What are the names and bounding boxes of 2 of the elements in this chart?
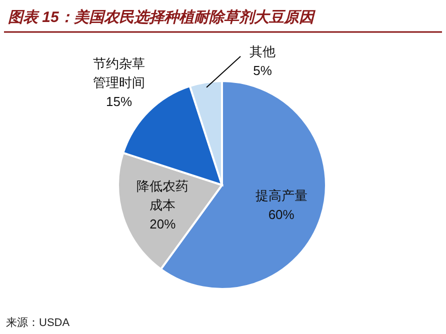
source-note: 来源：USDA bbox=[6, 316, 70, 329]
title: 图表 15：美国农民选择种植耐除草剂大豆原因 bbox=[8, 9, 314, 26]
